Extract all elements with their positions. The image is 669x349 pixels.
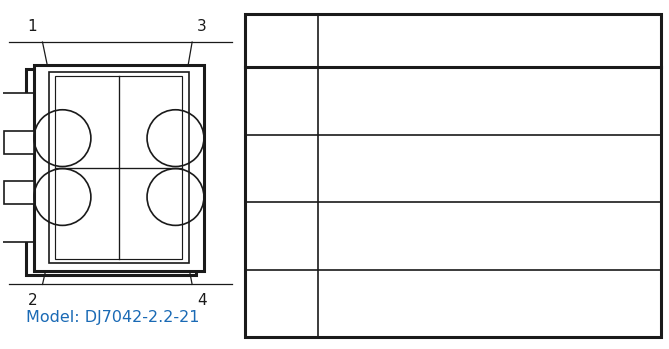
Bar — [3, 131, 34, 154]
Text: 4: 4 — [277, 296, 286, 311]
Text: 2: 2 — [27, 292, 37, 307]
Text: Power “−” (Ground): Power “−” (Ground) — [416, 296, 563, 311]
Text: 3: 3 — [277, 229, 286, 244]
Bar — [0, 94, 34, 242]
Text: Throttle Signal Out (0-4.6V): Throttle Signal Out (0-4.6V) — [388, 229, 591, 244]
Bar — [26, 69, 196, 275]
Bar — [246, 14, 661, 337]
Bar — [3, 181, 34, 204]
Text: 2: 2 — [277, 161, 286, 176]
Text: Function: Function — [458, 33, 520, 48]
Bar — [49, 72, 189, 263]
Bar — [34, 65, 204, 270]
Text: No.: No. — [270, 33, 294, 48]
Text: 1: 1 — [277, 94, 286, 109]
Text: Model: DJ7042-2.2-21: Model: DJ7042-2.2-21 — [25, 310, 199, 325]
Text: 4: 4 — [197, 292, 207, 307]
Text: 1: 1 — [27, 19, 37, 34]
Text: 3: 3 — [197, 19, 207, 34]
Text: Power “+” (18-60V DC): Power “+” (18-60V DC) — [404, 94, 575, 109]
Bar — [56, 76, 183, 260]
Text: Power “+” (18-60V DC): Power “+” (18-60V DC) — [404, 94, 575, 109]
Text: Throttle Switch: Throttle Switch — [434, 161, 545, 176]
